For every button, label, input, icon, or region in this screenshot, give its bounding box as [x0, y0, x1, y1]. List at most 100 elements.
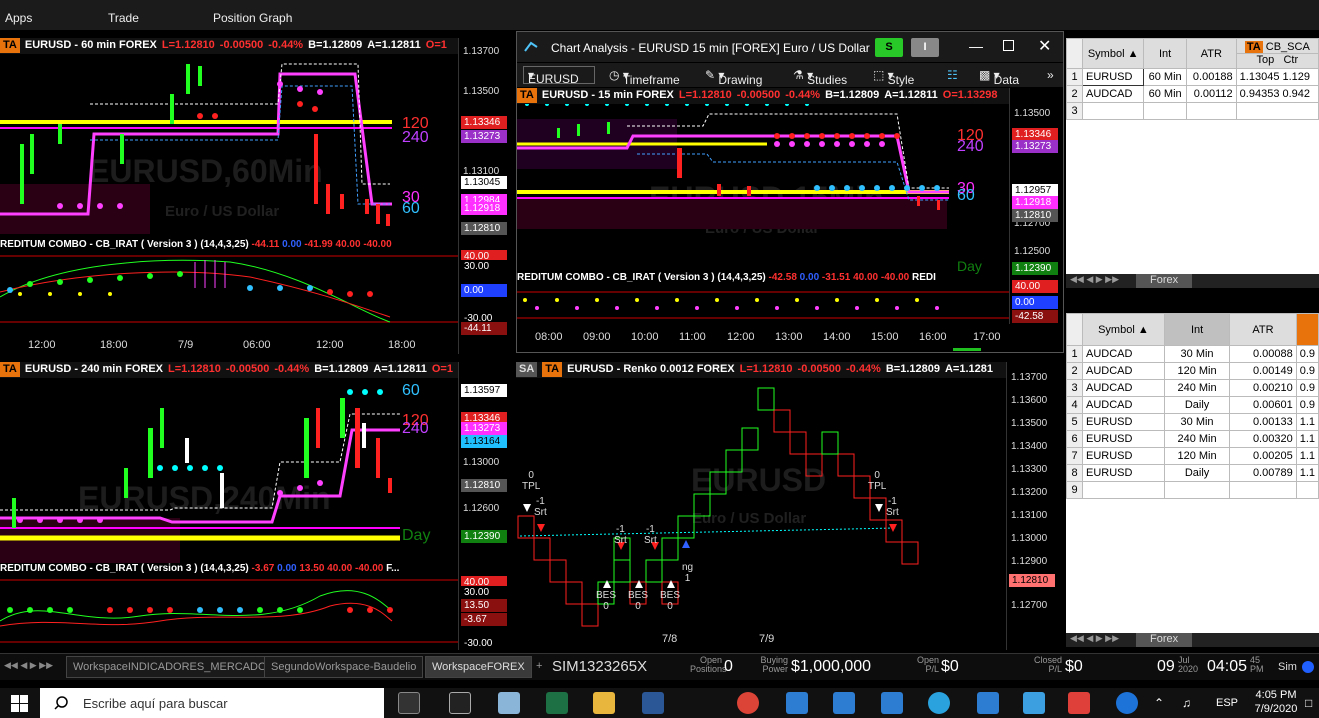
- workspace-tab-indicadores[interactable]: WorkspaceINDICADORES_MERCADO: [66, 656, 274, 678]
- mail-icon[interactable]: [833, 692, 855, 714]
- layout-icon[interactable]: ☷: [947, 68, 958, 82]
- y-label: 1.13700: [1011, 372, 1048, 383]
- telegram-icon[interactable]: [928, 692, 950, 714]
- menu-trade[interactable]: Trade: [108, 11, 139, 25]
- scanner-grid-top[interactable]: Symbol ▲ Int ATR TA CB_SCA Top Ctr 1 EURUS…: [1066, 38, 1319, 288]
- chart-panel-240min[interactable]: TA EURUSD - 240 min FOREX L=1.12810 -0.0050…: [0, 362, 514, 650]
- s-button[interactable]: S: [875, 38, 903, 57]
- osc-tag: 30.00: [461, 260, 507, 273]
- notifications-icon[interactable]: □: [1305, 696, 1313, 710]
- plane-icon[interactable]: [1023, 692, 1045, 714]
- workspace-tab-segundo[interactable]: SegundoWorkspace-Baudelio: [264, 656, 424, 678]
- table-row[interactable]: 3 AUDCAD 240 Min 0.00210 0.9: [1066, 379, 1319, 397]
- taskbar-search-box[interactable]: Escribe aquí para buscar: [40, 688, 384, 718]
- col-header-atr[interactable]: ATR: [1229, 313, 1297, 346]
- minimize-icon[interactable]: —: [969, 38, 983, 54]
- app-icon[interactable]: [881, 692, 903, 714]
- price-axis-15min[interactable]: 1.13500 1.12700 1.12500 1.13346 1.13273 …: [1009, 88, 1063, 324]
- level-label-240: 240: [402, 420, 429, 437]
- workspace-tab-forex[interactable]: WorkspaceFOREX: [425, 656, 532, 678]
- i-button[interactable]: I: [911, 38, 939, 57]
- col-header-symbol[interactable]: Symbol ▲: [1082, 313, 1165, 346]
- menu-position-graph[interactable]: Position Graph: [213, 11, 293, 25]
- maximize-icon[interactable]: [1003, 40, 1014, 51]
- oscillator-60min: [0, 255, 458, 323]
- drawing-menu[interactable]: ✎ Drawing ▾: [705, 68, 763, 87]
- help-icon[interactable]: [1116, 692, 1138, 714]
- tab-nav-arrows[interactable]: ◀◀ ◀ ▶ ▶▶: [1070, 633, 1120, 643]
- table-row[interactable]: 1 AUDCAD 30 Min 0.00088 0.9: [1066, 345, 1319, 363]
- workspace-nav-arrows[interactable]: ◀◀ ◀ ▶ ▶▶: [4, 660, 54, 670]
- table-row[interactable]: 4 AUDCAD Daily 0.00601 0.9: [1066, 396, 1319, 414]
- table-row[interactable]: 7 EURUSD 120 Min 0.00205 1.1: [1066, 447, 1319, 465]
- taskbar-clock[interactable]: 4:05 PM 7/9/2020: [1254, 689, 1298, 715]
- tab-nav-arrows[interactable]: ◀◀ ◀ ▶ ▶▶: [1070, 274, 1120, 284]
- table-row[interactable]: 2 AUDCAD 60 Min 0.00112 0.94353 0.942: [1066, 85, 1319, 103]
- more-icon[interactable]: »: [1047, 68, 1054, 82]
- col-header-atr[interactable]: ATR: [1185, 38, 1237, 69]
- level-label-120: 120: [402, 412, 429, 429]
- table-row[interactable]: 2 AUDCAD 120 Min 0.00149 0.9: [1066, 362, 1319, 380]
- table-row[interactable]: 6 EURUSD 240 Min 0.00320 1.1: [1066, 430, 1319, 448]
- terminal-icon[interactable]: [449, 692, 471, 714]
- col-header-symbol[interactable]: Symbol ▲: [1081, 38, 1145, 69]
- ta-badge[interactable]: TA: [0, 362, 20, 377]
- data-menu[interactable]: ▩ Data ▾: [979, 68, 1020, 87]
- add-workspace-button[interactable]: +: [536, 660, 543, 672]
- table-row[interactable]: 3: [1066, 102, 1319, 120]
- x-label: 18:00: [388, 339, 416, 351]
- chart-panel-60min[interactable]: TA EURUSD - 60 min FOREX L=1.12810 -0.00500…: [0, 38, 514, 354]
- time-axis-60min[interactable]: 12:00 18:00 7/9 06:00 12:00 18:00: [0, 336, 458, 354]
- ta-badge[interactable]: TA: [542, 362, 563, 377]
- close-icon[interactable]: ✕: [1038, 38, 1052, 55]
- ta-badge[interactable]: TA: [0, 38, 20, 53]
- chart-panel-renko[interactable]: SA TA EURUSD - Renko 0.0012 FOREX L=1.12810…: [516, 362, 1060, 650]
- table-row[interactable]: 5 EURUSD 30 Min 0.00133 1.1: [1066, 413, 1319, 431]
- osc-tag: 0.00: [1012, 296, 1058, 309]
- price-axis-240min[interactable]: 1.13597 1.13346 1.13273 1.13164 1.13000 …: [458, 362, 514, 650]
- time-axis-15min[interactable]: 08:00 09:00 10:00 11:00 12:00 13:00 14:0…: [517, 328, 1009, 346]
- sim-status-icon[interactable]: [1302, 661, 1314, 673]
- x-label: 12:00: [28, 339, 56, 351]
- chart-analysis-window[interactable]: Chart Analysis - EURUSD 15 min [FOREX] E…: [516, 31, 1064, 353]
- y-label: 1.13100: [463, 166, 500, 177]
- chrome-icon[interactable]: [737, 692, 759, 714]
- app-icon[interactable]: [498, 692, 520, 714]
- word-icon[interactable]: [642, 692, 664, 714]
- table-row[interactable]: 8 EURUSD Daily 0.00789 1.1: [1066, 464, 1319, 482]
- account-id[interactable]: SIM1323265X: [552, 658, 648, 675]
- window-titlebar[interactable]: Chart Analysis - EURUSD 15 min [FOREX] E…: [517, 32, 1063, 62]
- y-label: 1.13400: [1011, 441, 1048, 452]
- tab-forex[interactable]: Forex: [1136, 633, 1193, 647]
- style-menu[interactable]: ⬚ Style ▾: [873, 68, 915, 87]
- symbol-selector[interactable]: EURUSD ▾: [523, 66, 595, 86]
- scanner-grid-bottom[interactable]: Symbol ▲ Int ATR 1 AUDCAD 30 Min 0.00088 0.9 2…: [1066, 313, 1319, 647]
- app-icon[interactable]: [977, 692, 999, 714]
- table-row[interactable]: 9: [1066, 481, 1319, 499]
- file-explorer-icon[interactable]: [593, 692, 615, 714]
- timeframe-menu[interactable]: ◷ Timeframe ▾: [609, 68, 680, 87]
- excel-icon[interactable]: [546, 692, 568, 714]
- windows-start-icon[interactable]: [11, 695, 28, 712]
- price-axis-60min[interactable]: 1.13700 1.13500 1.13100 1.13346 1.13273 …: [458, 38, 514, 354]
- table-row[interactable]: 1 EURUSD 60 Min 0.00188 1.13045 1.129: [1066, 68, 1319, 86]
- studies-menu[interactable]: ⚗ Studies ▾: [793, 68, 848, 87]
- task-view-icon[interactable]: [398, 692, 420, 714]
- tradestation-blue-icon[interactable]: [786, 692, 808, 714]
- price-axis-renko[interactable]: 1.13700 1.13600 1.13500 1.13400 1.13300 …: [1006, 362, 1060, 650]
- col-header-cb-scan[interactable]: TA CB_SCA Top Ctr: [1235, 38, 1319, 69]
- col-header-int[interactable]: Int: [1143, 38, 1187, 69]
- menu-apps[interactable]: Apps: [5, 11, 33, 25]
- sa-badge[interactable]: SA: [516, 362, 538, 377]
- col-header-more[interactable]: [1295, 313, 1319, 346]
- volume-icon[interactable]: ♫: [1182, 696, 1191, 710]
- tab-forex[interactable]: Forex: [1136, 274, 1193, 288]
- tradestation-red-icon[interactable]: [1068, 692, 1090, 714]
- col-header-int[interactable]: Int: [1163, 313, 1231, 346]
- tpl-annotation-left: 0 TPL: [522, 470, 541, 492]
- language-indicator[interactable]: ESP: [1216, 697, 1239, 709]
- date-day: 09: [1157, 658, 1175, 675]
- time-axis-renko[interactable]: 7/8 7/9: [516, 630, 1006, 648]
- ta-badge[interactable]: TA: [517, 88, 537, 103]
- chevron-up-icon[interactable]: ⌃: [1154, 696, 1165, 710]
